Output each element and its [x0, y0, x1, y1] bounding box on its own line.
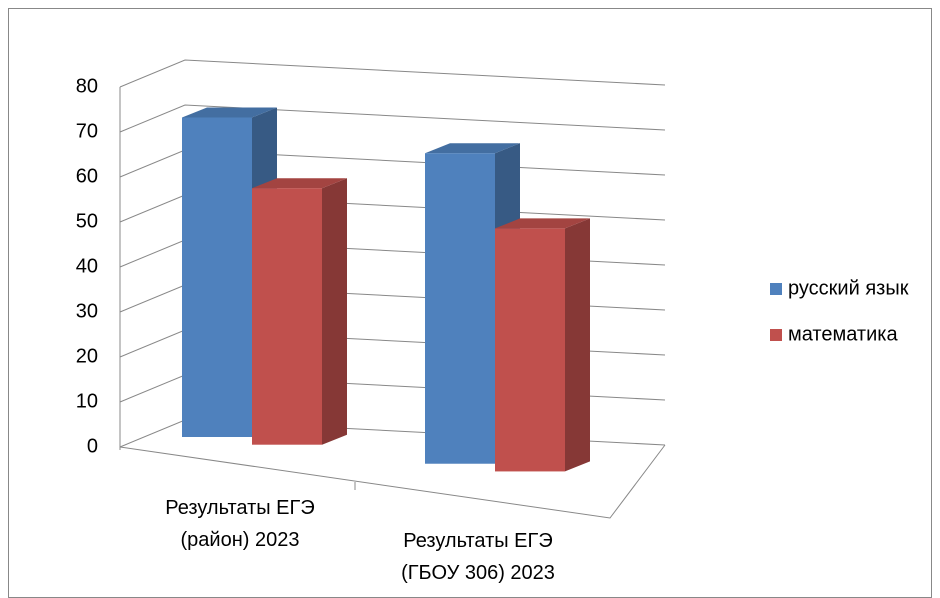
bar-side — [565, 218, 590, 472]
x-tick-label: Результаты ЕГЭ (район) 2023 — [165, 497, 315, 551]
y-tick-label: 60 — [76, 165, 98, 187]
x-tick-label: Результаты ЕГЭ (ГБОУ 306) 2023 — [401, 530, 555, 584]
legend-swatch — [770, 329, 782, 341]
y-tick-label: 80 — [76, 75, 98, 97]
y-tick-label: 70 — [76, 120, 98, 142]
bar-top — [495, 218, 590, 229]
y-tick-label: 50 — [76, 210, 98, 232]
bar-top — [425, 143, 520, 154]
y-tick-label: 0 — [87, 435, 98, 457]
legend-swatch — [770, 283, 782, 295]
legend-label: русский язык — [788, 277, 909, 299]
y-tick-label: 10 — [76, 390, 98, 412]
grid-line — [119, 104, 666, 133]
y-tick-label: 20 — [76, 345, 98, 367]
bar-top — [252, 178, 347, 189]
bar — [182, 117, 252, 437]
bar — [495, 228, 565, 472]
y-tick-label: 40 — [76, 255, 98, 277]
bar — [425, 153, 495, 464]
floor-edge — [119, 444, 666, 519]
bar-top — [182, 107, 277, 118]
bar-side — [322, 178, 347, 445]
bar — [252, 188, 322, 445]
y-tick-label: 30 — [76, 300, 98, 322]
legend-label: математика — [788, 323, 898, 345]
grid-line — [119, 59, 666, 88]
